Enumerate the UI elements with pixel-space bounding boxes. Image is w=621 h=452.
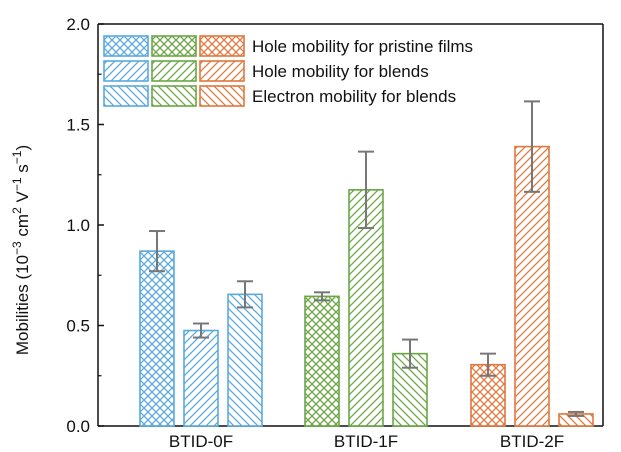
- bar: [183, 329, 219, 427]
- y-axis-title: Mobilities (10−3 cm2 V−1 s−1): [10, 145, 32, 355]
- y-tick-label: 2.0: [66, 15, 90, 34]
- bar: [304, 295, 340, 427]
- x-tick-label: BTID-0F: [169, 432, 233, 451]
- bar: [139, 250, 175, 427]
- x-tick-label: BTID-1F: [334, 432, 398, 451]
- legend-swatch: [199, 85, 245, 107]
- legend-label: Hole mobility for pristine films: [252, 37, 473, 56]
- legend: Hole mobility for pristine films Hole mob…: [103, 35, 473, 107]
- legend-swatch: [199, 60, 245, 82]
- x-tick-label: BTID-2F: [500, 432, 564, 451]
- bar: [227, 293, 263, 427]
- bar: [348, 189, 384, 427]
- legend-swatch: [103, 35, 149, 57]
- legend-swatch: [199, 35, 245, 57]
- bar: [514, 145, 550, 427]
- legend-label: Electron mobility for blends: [252, 87, 456, 106]
- y-tick-label: 0.5: [66, 317, 90, 336]
- legend-swatch: [103, 60, 149, 82]
- svg-text:Mobilities (10−3 cm2 V−1 s−1): Mobilities (10−3 cm2 V−1 s−1): [10, 145, 32, 355]
- legend-swatch: [151, 85, 197, 107]
- legend-label: Hole mobility for blends: [252, 62, 429, 81]
- y-tick-label: 1.0: [66, 216, 90, 235]
- plot-area: 0.0 0.5 1.0 1.5 2.0 BTID-0F BTID-1F BTID-2F: [66, 15, 604, 451]
- legend-swatch: [151, 60, 197, 82]
- y-tick-label: 1.5: [66, 116, 90, 135]
- y-tick-label: 0.0: [66, 417, 90, 436]
- legend-swatch: [103, 85, 149, 107]
- legend-swatch: [151, 35, 197, 57]
